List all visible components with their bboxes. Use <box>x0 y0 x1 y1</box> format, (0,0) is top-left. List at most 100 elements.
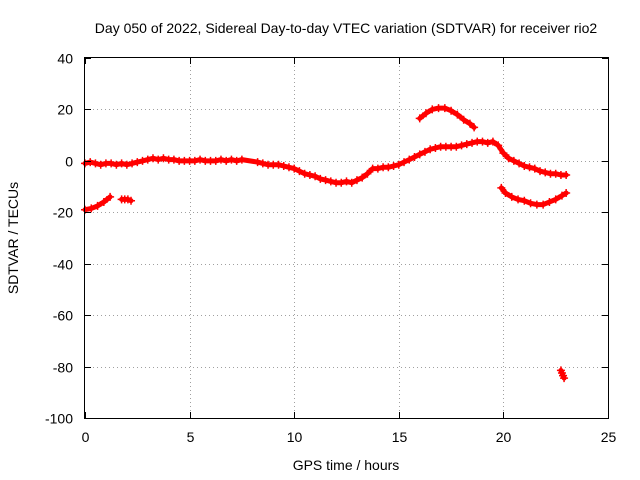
data-point <box>321 176 330 185</box>
data-point <box>284 163 293 172</box>
series-0 <box>81 137 571 187</box>
data-point <box>373 164 382 173</box>
x-tick-label: 20 <box>496 429 512 445</box>
data-point <box>227 155 236 164</box>
y-axis-label: SDTVAR / TECUs <box>5 182 21 294</box>
data-point <box>91 159 100 168</box>
data-point <box>86 158 95 167</box>
data-point <box>562 171 571 179</box>
data-point <box>526 199 535 208</box>
data-point <box>258 159 267 168</box>
data-point <box>133 158 142 167</box>
y-tick-label: -20 <box>53 205 73 221</box>
data-point <box>452 142 461 151</box>
data-point <box>497 183 506 192</box>
data-points <box>81 104 571 383</box>
data-point <box>352 176 361 185</box>
data-point <box>551 195 560 204</box>
data-point <box>190 156 199 165</box>
x-tick-label: 5 <box>187 429 195 445</box>
data-point <box>400 158 409 167</box>
data-point <box>465 119 474 128</box>
data-point <box>560 374 569 383</box>
data-point <box>363 169 372 178</box>
data-point <box>470 123 479 132</box>
data-point <box>122 160 131 169</box>
data-point <box>107 159 116 168</box>
data-point <box>138 156 147 165</box>
data-point <box>127 196 136 205</box>
data-point <box>232 156 241 165</box>
data-point <box>551 169 560 178</box>
data-point <box>196 155 205 164</box>
data-point <box>415 150 424 159</box>
chart-title: Day 050 of 2022, Sidereal Day-to-day VTE… <box>95 20 598 36</box>
data-point <box>300 169 309 178</box>
y-tick-label: -60 <box>53 308 73 324</box>
data-point <box>509 156 518 165</box>
series-4 <box>497 183 571 209</box>
data-point <box>483 138 492 147</box>
data-point <box>525 163 534 172</box>
data-point <box>507 192 516 201</box>
series-1 <box>81 192 115 214</box>
data-point <box>501 189 510 197</box>
data-point <box>295 167 304 176</box>
data-point <box>93 201 102 210</box>
data-point <box>316 174 325 183</box>
data-point <box>420 147 429 156</box>
y-tick-label: -40 <box>53 257 73 273</box>
y-tick-label: -80 <box>53 360 73 376</box>
series-line <box>417 105 477 130</box>
data-point <box>462 140 471 149</box>
series-3 <box>415 104 479 132</box>
x-tick-label: 25 <box>601 429 617 445</box>
data-point <box>143 155 152 164</box>
y-tick-label: 40 <box>57 51 73 67</box>
data-point <box>358 173 367 182</box>
data-point <box>337 178 346 187</box>
data-point <box>222 156 231 165</box>
x-axis-label: GPS time / hours <box>293 457 400 473</box>
y-tick-label: 20 <box>57 102 73 118</box>
data-point <box>562 189 571 197</box>
data-point <box>211 156 220 165</box>
data-point <box>342 177 351 186</box>
data-point <box>421 109 430 118</box>
data-point <box>112 160 121 169</box>
series-2 <box>117 195 136 205</box>
data-point <box>117 159 126 168</box>
x-tick-label: 0 <box>82 429 90 445</box>
y-tick-label: 0 <box>65 154 73 170</box>
data-point <box>96 160 105 169</box>
data-point <box>305 171 314 179</box>
data-point <box>99 198 108 206</box>
data-point <box>410 153 419 161</box>
data-point <box>415 114 424 123</box>
data-point <box>169 155 178 164</box>
data-point <box>253 158 262 167</box>
data-point <box>541 168 550 177</box>
data-point <box>311 172 320 181</box>
data-point <box>274 160 283 169</box>
data-point <box>237 155 246 164</box>
grid-lines <box>85 58 608 418</box>
data-point <box>106 192 115 201</box>
data-point <box>447 106 456 115</box>
data-point <box>457 141 466 150</box>
data-point <box>545 198 554 206</box>
data-point <box>290 164 299 173</box>
y-tick-label: -100 <box>45 411 73 427</box>
x-tick-label: 15 <box>392 429 408 445</box>
data-point <box>504 154 513 163</box>
data-point <box>468 138 477 147</box>
data-point <box>478 137 487 146</box>
data-point <box>514 195 523 204</box>
data-point <box>520 196 529 205</box>
data-point <box>216 155 225 164</box>
plot-frame <box>84 57 609 419</box>
data-point <box>557 191 566 200</box>
data-point <box>405 155 414 164</box>
data-point <box>515 159 524 168</box>
